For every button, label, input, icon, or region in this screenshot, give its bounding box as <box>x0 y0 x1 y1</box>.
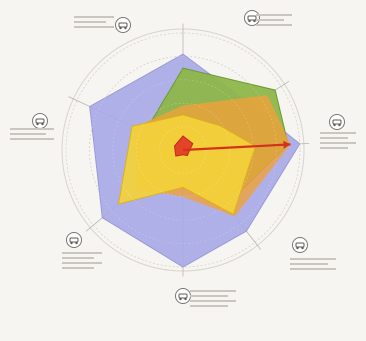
grid-ring-overlay <box>112 79 254 221</box>
axis-label-blocks <box>10 14 356 307</box>
bus-icon-glyph <box>332 119 342 125</box>
label-line <box>62 257 94 259</box>
walk-icon-glyph <box>69 237 79 243</box>
scooter-icon-dot <box>296 246 299 250</box>
scooter-icon-dot <box>301 246 304 250</box>
walk-icon-dot <box>75 241 78 245</box>
label-line <box>10 128 54 130</box>
scooter-icon-bg <box>292 237 308 253</box>
label-line <box>290 268 336 270</box>
grid-ring-overlay <box>135 102 231 198</box>
walk-icon-bg <box>66 232 82 248</box>
label-line <box>290 263 328 265</box>
label-line <box>62 252 102 254</box>
bus-icon-bg <box>329 114 345 130</box>
phone-icon <box>175 288 191 304</box>
walk-icon <box>66 232 82 248</box>
bike-rack-icon-dot <box>36 122 39 126</box>
series-area <box>173 135 194 157</box>
car-icon <box>115 17 131 33</box>
label-line <box>320 142 356 144</box>
phone-icon-bg <box>175 288 191 304</box>
grid-ring <box>65 32 301 268</box>
grid-ring-overlay <box>159 126 207 174</box>
bus-icon-dot <box>338 123 341 127</box>
label-line <box>256 14 292 16</box>
label-line <box>62 267 94 269</box>
phone-icon-dot <box>179 297 182 301</box>
car-icon-glyph <box>118 22 128 28</box>
radar-series <box>89 53 301 268</box>
bike-rack-icon-bg <box>32 113 48 129</box>
bus-icon-dot <box>333 123 336 127</box>
bicycle-icon-bg <box>244 10 260 26</box>
label-line <box>290 258 336 260</box>
walk-icon-dot <box>70 241 73 245</box>
label-line <box>190 290 236 292</box>
bike-rack-icon-dot <box>41 122 44 126</box>
bus-icon <box>329 114 345 130</box>
label-line <box>320 147 348 149</box>
label-line <box>62 262 102 264</box>
car-icon-dot <box>124 26 127 30</box>
label-line <box>10 138 54 140</box>
bicycle-icon-dot <box>253 19 256 23</box>
grid-ring-overlay <box>65 32 301 268</box>
label-line <box>320 137 348 139</box>
label-line <box>74 21 106 23</box>
car-icon-bg <box>115 17 131 33</box>
axis-icons <box>32 10 345 304</box>
label-line <box>10 133 46 135</box>
car-icon-dot <box>119 26 122 30</box>
bicycle-icon-glyph <box>247 15 257 21</box>
label-line <box>256 19 284 21</box>
grid-ring-overlay <box>89 56 277 244</box>
label-line <box>74 26 114 28</box>
bike-rack-icon-glyph <box>35 118 45 124</box>
label-line <box>190 300 236 302</box>
label-line <box>320 132 356 134</box>
scooter-icon-glyph <box>295 242 305 248</box>
phone-icon-dot <box>184 297 187 301</box>
bicycle-icon-dot <box>248 19 251 23</box>
label-line <box>190 305 228 307</box>
radar-grid-overlay <box>65 32 301 268</box>
series-area <box>117 114 256 216</box>
label-line <box>74 16 114 18</box>
label-line <box>190 295 228 297</box>
label-line <box>256 24 292 26</box>
bicycle-icon <box>244 10 260 26</box>
bike-rack-icon <box>32 113 48 129</box>
arrow-head <box>283 140 291 149</box>
phone-icon-glyph <box>178 293 188 299</box>
scooter-icon <box>292 237 308 253</box>
arrow-line <box>182 143 291 152</box>
